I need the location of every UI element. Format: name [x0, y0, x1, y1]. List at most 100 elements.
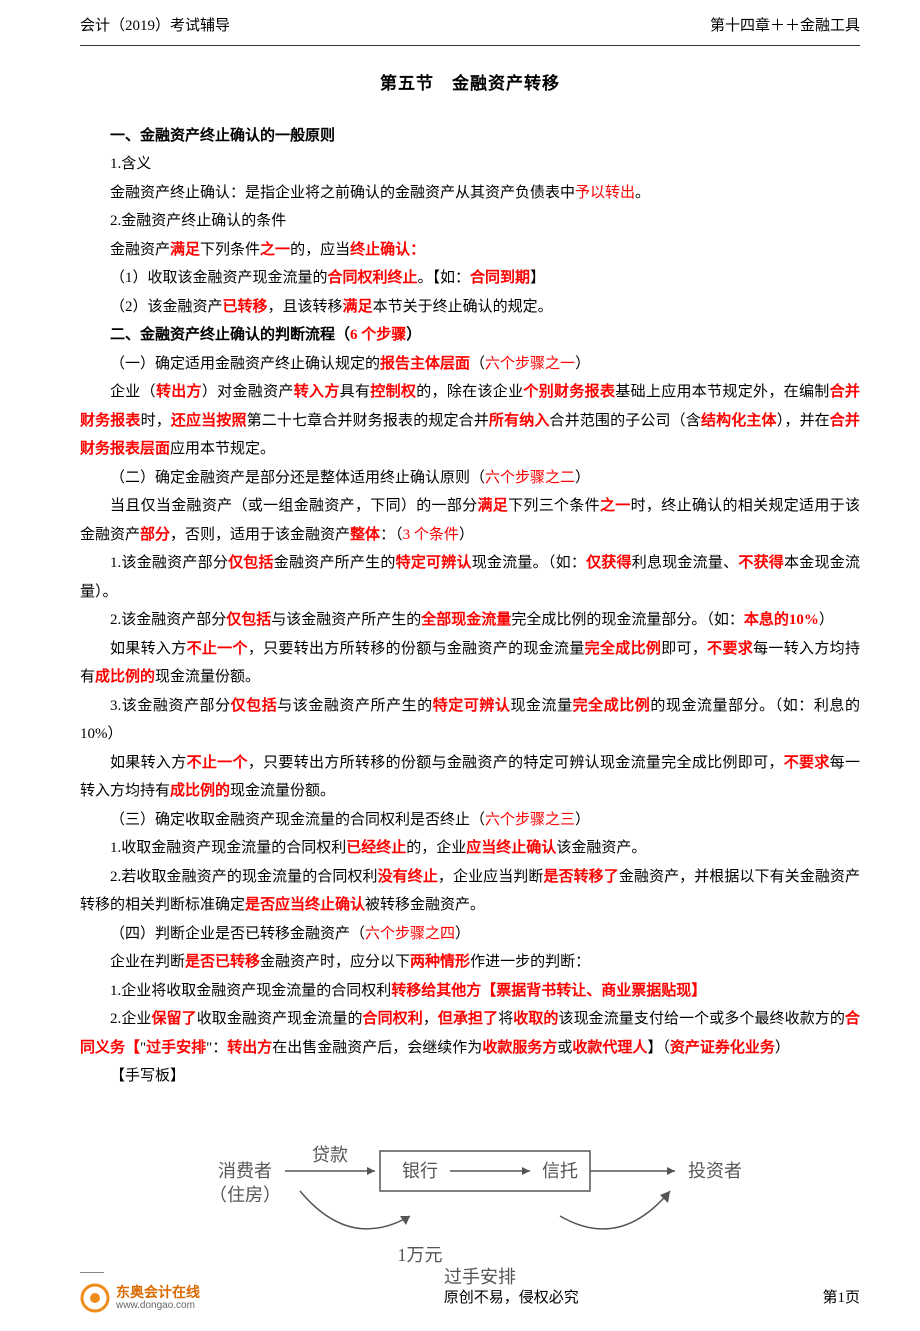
- paragraph: 2.金融资产终止确认的条件: [80, 207, 860, 236]
- highlighted-text: 保留了: [151, 1011, 196, 1027]
- highlighted-text: 两种情形: [410, 954, 470, 970]
- footer-center-text: 原创不易，侵权必究: [444, 1284, 579, 1313]
- highlighted-text: 整体: [350, 527, 380, 543]
- text-run: ，企业应当判断: [438, 869, 544, 885]
- text-run: ）: [775, 1040, 790, 1056]
- highlighted-text: 仅包括: [231, 698, 278, 714]
- highlighted-text: 合同到期: [470, 270, 530, 286]
- text-run: （2）该金融资产: [110, 299, 223, 315]
- highlighted-text: 已转移: [223, 299, 268, 315]
- text-run: （一）确定适用金融资产终止确认规定的: [110, 356, 380, 372]
- text-run: 在出售金融资产后，会继续作为: [272, 1040, 482, 1056]
- highlighted-text: 全部现金流量: [421, 612, 511, 628]
- text-run: 。: [635, 185, 650, 201]
- text-run: 当且仅当金融资产（或一组金融资产，下同）的一部分: [110, 498, 477, 514]
- text-run: 1.该金融资产部分: [110, 555, 228, 571]
- text-run: 时，: [141, 413, 171, 429]
- header-left: 会计（2019）考试辅导: [80, 12, 230, 41]
- text-run: （四）判断企业是否已转移金融资产（: [110, 926, 365, 942]
- text-run: 该现金流量支付给一个或多个最终收款方的: [559, 1011, 845, 1027]
- text-run: 基础上应用本节规定外，在编制: [615, 384, 829, 400]
- highlighted-text: 转入方: [294, 384, 340, 400]
- paragraph: 2.若收取金融资产的现金流量的合同权利没有终止，企业应当判断是否转移了金融资产，…: [80, 863, 860, 920]
- text-run: 被转移金融资产。: [365, 897, 485, 913]
- text-run: 金融资产: [110, 242, 170, 258]
- highlighted-text: 所有纳入: [489, 413, 550, 429]
- highlighted-text: 六个步骤之二: [485, 470, 575, 486]
- text-run: 下列条件: [200, 242, 260, 258]
- svg-text:（住房）: （住房）: [209, 1185, 281, 1205]
- highlighted-text: 不要求: [784, 755, 830, 771]
- paragraph: （三）确定收取金融资产现金流量的合同权利是否终止（六个步骤之三）: [80, 806, 860, 835]
- text-run: 2.企业: [110, 1011, 151, 1027]
- highlighted-text: 部分: [140, 527, 170, 543]
- text-run: 1.含义: [110, 156, 151, 172]
- logo-icon: [80, 1283, 110, 1313]
- text-run: 具有: [340, 384, 371, 400]
- page-number: 第1页: [822, 1284, 860, 1313]
- highlighted-text: 之一: [260, 242, 290, 258]
- paragraph: 2.企业保留了收取金融资产现金流量的合同权利，但承担了将收取的该现金流量支付给一…: [80, 1005, 860, 1062]
- text-run: ）: [819, 612, 834, 628]
- text-run: 现金流量: [510, 698, 572, 714]
- paragraph: （一）确定适用金融资产终止确认规定的报告主体层面（六个步骤之一）: [80, 350, 860, 379]
- text-run: 与该金融资产所产生的: [271, 612, 421, 628]
- paragraph: 【手写板】: [80, 1062, 860, 1091]
- document-body: 一、金融资产终止确认的一般原则1.含义金融资产终止确认：是指企业将之前确认的金融…: [80, 122, 860, 1091]
- text-run: 现金流量份额。: [230, 783, 335, 799]
- paragraph: 2.该金融资产部分仅包括与该金融资产所产生的全部现金流量完全成比例的现金流量部分…: [80, 606, 860, 635]
- text-run: ，只要转出方所转移的份额与金融资产的现金流量: [248, 641, 585, 657]
- highlighted-text: 六个步骤之三: [485, 812, 575, 828]
- text-run: 第二十七章合并财务报表的规定合并: [247, 413, 489, 429]
- text-run: ：（: [380, 527, 403, 543]
- text-run: 】: [530, 270, 545, 286]
- text-run: 2.若收取金融资产的现金流量的合同权利: [110, 869, 378, 885]
- highlighted-text: 应当终止确认: [466, 840, 556, 856]
- paragraph: （2）该金融资产已转移，且该转移满足本节关于终止确认的规定。: [80, 293, 860, 322]
- paragraph: 1.含义: [80, 150, 860, 179]
- page-footer: 东奥会计在线 www.dongao.com 原创不易，侵权必究 第1页: [80, 1272, 860, 1313]
- svg-text:银行: 银行: [402, 1161, 438, 1181]
- text-run: 现金流量。（如：: [472, 555, 586, 571]
- highlighted-text: 合同权利终止: [328, 270, 418, 286]
- highlighted-text: 六个步骤之一: [485, 356, 575, 372]
- highlighted-text: 成比例的: [95, 669, 155, 685]
- text-run: 的，除在该企业: [416, 384, 523, 400]
- text-run: 如果转入方: [110, 641, 187, 657]
- highlighted-text: 转出方: [156, 384, 202, 400]
- highlighted-text: 3 个条件: [403, 527, 459, 543]
- text-run: 3.该金融资产部分: [110, 698, 231, 714]
- text-run: 下列三个条件: [508, 498, 600, 514]
- highlighted-text: 予以转出: [575, 185, 635, 201]
- text-run: （三）确定收取金融资产现金流量的合同权利是否终止（: [110, 812, 485, 828]
- text-run: 企业（: [110, 384, 156, 400]
- highlighted-text: 满足: [477, 498, 508, 514]
- brand-url: www.dongao.com: [116, 1300, 200, 1311]
- text-run: （二）确定金融资产是部分还是整体适用终止确认原则（: [110, 470, 485, 486]
- text-run: ，否则，适用于该金融资产: [170, 527, 350, 543]
- text-run: ）: [459, 527, 474, 543]
- paragraph: （1）收取该金融资产现金流量的合同权利终止。【如：合同到期】: [80, 264, 860, 293]
- text-run: 或: [557, 1040, 572, 1056]
- brand-logo: 东奥会计在线 www.dongao.com: [80, 1283, 200, 1313]
- text-run: 作进一步的判断：: [470, 954, 590, 970]
- text-run: ）: [575, 356, 590, 372]
- text-run: 与该金融资产所产生的: [277, 698, 432, 714]
- highlighted-text: 还应当按照: [171, 413, 247, 429]
- highlighted-text: 资产证券化业务: [670, 1040, 775, 1056]
- paragraph: 企业在判断是否已转移金融资产时，应分以下两种情形作进一步的判断：: [80, 948, 860, 977]
- highlighted-text: 特定可辨认: [433, 698, 511, 714]
- paragraph: 1.该金融资产部分仅包括金融资产所产生的特定可辨认现金流量。（如：仅获得利息现金…: [80, 549, 860, 606]
- highlighted-text: 满足: [343, 299, 373, 315]
- highlighted-text: 结构化主体: [701, 413, 777, 429]
- text-run: ）对金融资产: [202, 384, 294, 400]
- text-run: "：: [206, 1040, 227, 1056]
- text-run: ）: [455, 926, 470, 942]
- highlighted-text: 转出方: [227, 1040, 272, 1056]
- text-run: 金融资产终止确认：是指企业将之前确认的金融资产从其资产负债表中: [110, 185, 575, 201]
- paragraph: 如果转入方不止一个，只要转出方所转移的份额与金融资产的现金流量完全成比例即可，不…: [80, 635, 860, 692]
- highlighted-text: 收款代理人: [572, 1040, 647, 1056]
- paragraph: 金融资产满足下列条件之一的，应当终止确认：: [80, 236, 860, 265]
- text-run: ，只要转出方所转移的份额与金融资产的特定可辨认现金流量完全成比例即可，: [248, 755, 784, 771]
- paragraph: 二、金融资产终止确认的判断流程（6 个步骤）: [80, 321, 860, 350]
